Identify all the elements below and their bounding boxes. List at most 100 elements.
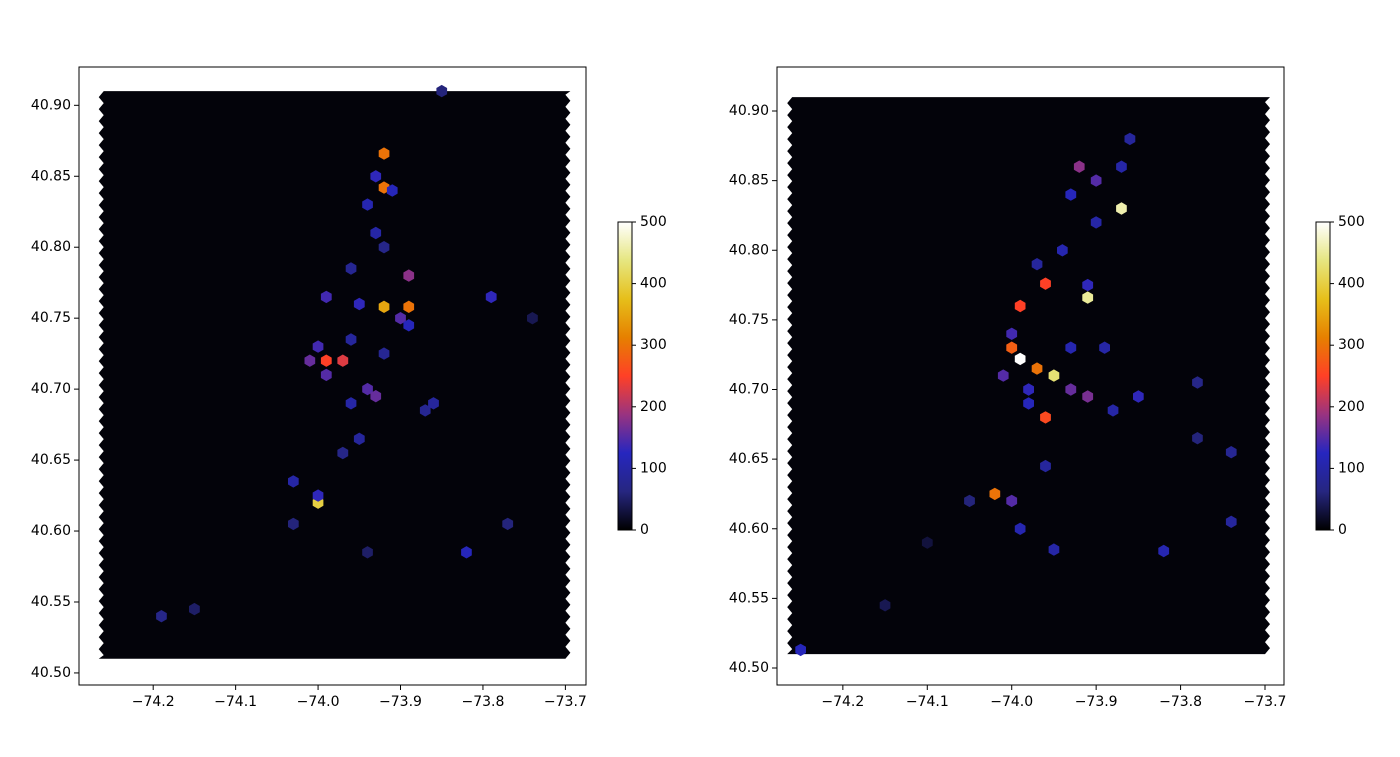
- colorbar-tick-label: 300: [640, 337, 667, 353]
- y-tick-label: 40.55: [729, 590, 769, 606]
- hexbin-cell: [288, 475, 299, 488]
- colorbar-tick-label: 100: [1338, 460, 1365, 476]
- hexbin-cell: [370, 226, 382, 240]
- hexbin-cell: [378, 241, 390, 254]
- y-tick-label: 40.50: [729, 660, 769, 676]
- y-tick-label: 40.50: [31, 665, 71, 681]
- hexbin-cell: [1225, 446, 1237, 459]
- x-tick-label: −74.2: [821, 694, 864, 710]
- hexbin-cell: [1006, 327, 1018, 340]
- hexbin-cell: [1116, 202, 1127, 215]
- y-tick-label: 40.85: [31, 168, 71, 184]
- hexbin-cell: [964, 494, 975, 508]
- y-tick-label: 40.60: [729, 521, 769, 537]
- hexbin-cell: [337, 354, 349, 367]
- x-tick-label: −73.7: [544, 694, 587, 710]
- hexbin-cell: [403, 269, 415, 282]
- hexbin-cell: [362, 382, 373, 396]
- colorbar-tick-label: 200: [640, 399, 667, 415]
- hexbin-cell: [362, 198, 373, 211]
- hexbin-cell: [1048, 369, 1060, 382]
- y-tick-label: 40.65: [729, 451, 769, 467]
- colorbar-tick-label: 200: [1338, 399, 1365, 415]
- hexbin-cell: [370, 390, 382, 403]
- hexbin-cell: [1006, 341, 1018, 354]
- hexbin-cell: [461, 546, 472, 559]
- x-tick-label: −74.1: [214, 694, 257, 710]
- hexbin-cell: [1073, 160, 1085, 173]
- hexbin-cell: [1192, 376, 1203, 389]
- hexbin-cell: [989, 487, 1001, 501]
- axes-frame: [78, 66, 587, 686]
- y-tick-label: 40.75: [729, 312, 769, 328]
- y-tick-label: 40.75: [31, 310, 71, 326]
- hexbin-cell: [921, 536, 933, 549]
- colorbar-tick-label: 500: [640, 214, 667, 230]
- hexbin-cell: [1040, 411, 1051, 424]
- x-tick-label: −74.0: [990, 694, 1033, 710]
- hexbin-cell: [1014, 299, 1026, 313]
- hexbin-cell: [312, 340, 324, 353]
- hexbin-cell: [395, 312, 406, 325]
- hexbin-background: [98, 91, 571, 659]
- hexbin-cell: [1082, 390, 1094, 403]
- hexbin-cell: [353, 297, 365, 311]
- hexbin-cell: [1014, 352, 1026, 366]
- y-tick-label: 40.70: [31, 381, 71, 397]
- hexbin-cell: [1006, 494, 1018, 508]
- hexbin-cell: [403, 319, 415, 332]
- x-tick-label: −74.2: [132, 694, 175, 710]
- y-tick-label: 40.80: [729, 242, 769, 258]
- hexbin-cell: [1065, 383, 1077, 396]
- colorbar-tick-label: 300: [1338, 337, 1365, 353]
- hexbin-cell: [312, 489, 324, 502]
- hexbin-cell: [485, 290, 497, 304]
- hexbin-cell: [362, 546, 373, 559]
- colorbar: [617, 221, 633, 531]
- hexbin-cell: [1090, 174, 1102, 187]
- y-tick-label: 40.90: [31, 97, 71, 113]
- hexbin-cell: [1082, 291, 1094, 304]
- hexbin-cell: [345, 333, 357, 346]
- hexbin-cell: [378, 300, 390, 313]
- hexbin-cell: [304, 354, 316, 367]
- y-tick-label: 40.55: [31, 594, 71, 610]
- hexbin-cell: [1040, 459, 1051, 473]
- hexbin-cell: [1048, 543, 1060, 556]
- hexbin-cell: [1082, 278, 1094, 292]
- hexbin-cell: [320, 290, 332, 304]
- hexbin-cell: [1158, 544, 1170, 558]
- hexbin-cell: [156, 610, 167, 623]
- hexbin-cell: [1031, 362, 1043, 375]
- colorbar-tick-label: 400: [1338, 276, 1365, 292]
- y-tick-label: 40.90: [729, 103, 769, 119]
- hexbin-cell: [1023, 383, 1034, 396]
- x-tick-label: −73.9: [379, 694, 422, 710]
- hexbin-cell: [1225, 515, 1237, 528]
- hexbin-cell: [345, 262, 357, 275]
- colorbar-tick-label: 400: [640, 276, 667, 292]
- hexbin-cell: [288, 517, 299, 531]
- hexbin-cell: [1065, 188, 1077, 201]
- hexbin-cell: [1124, 132, 1136, 146]
- hexbin-cell: [386, 184, 398, 197]
- hexbin-cell: [1014, 522, 1026, 535]
- colorbar: [1315, 221, 1331, 531]
- y-tick-label: 40.85: [729, 173, 769, 189]
- hexbin-cell: [527, 312, 538, 325]
- hexbin-cell: [378, 347, 390, 360]
- y-tick-label: 40.70: [729, 382, 769, 398]
- hexbin-cell: [370, 170, 382, 183]
- colorbar-tick-label: 0: [1338, 522, 1347, 538]
- hexbin-cell: [378, 181, 390, 194]
- hexbin-cell: [1116, 160, 1127, 173]
- hexbin-cell: [1023, 397, 1034, 410]
- x-tick-label: −74.0: [297, 694, 340, 710]
- x-tick-label: −73.7: [1244, 694, 1287, 710]
- hexbin-cell: [320, 368, 332, 382]
- hexbin-background: [787, 97, 1271, 655]
- y-tick-label: 40.65: [31, 452, 71, 468]
- hexbin-cell: [403, 300, 415, 313]
- hexbin-cell: [189, 602, 200, 616]
